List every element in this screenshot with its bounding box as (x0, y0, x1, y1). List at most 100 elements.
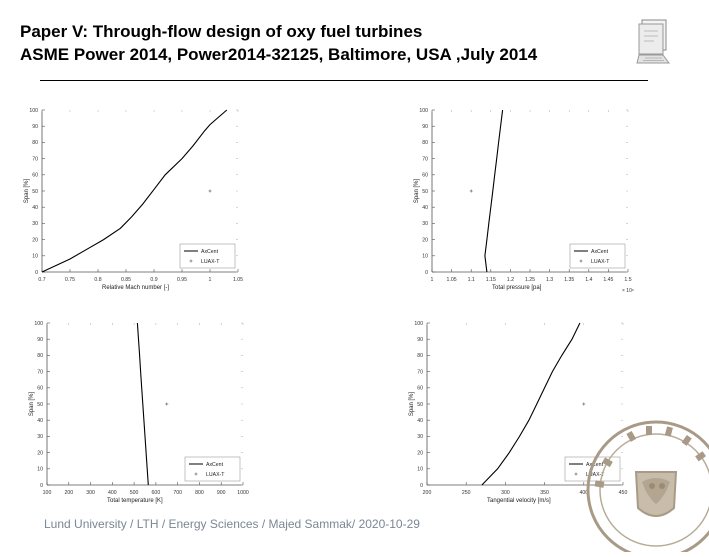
legend-entry-axcent: AxCent (206, 462, 224, 468)
y-tick-label: 20 (32, 237, 38, 243)
y-tick-label: 70 (422, 156, 428, 162)
y-tick-label: 70 (417, 369, 423, 375)
x-tick-label: 200 (64, 490, 73, 496)
y-tick-label: 80 (417, 353, 423, 359)
y-tick-label: 100 (29, 108, 38, 114)
legend-box (179, 243, 236, 269)
series-line-axcent (484, 109, 504, 273)
y-tick-label: 100 (414, 321, 423, 327)
x-tick-label: 300 (501, 490, 510, 496)
chart-relative-mach-number: 0.7 0.75 0.8 0.85 0.9 0.95 1 1.05 0 10 20 30 40 50 60 7… (20, 102, 250, 302)
y-tick-label: 60 (37, 386, 43, 392)
y-axis-label: Span [%] (414, 178, 420, 203)
x-tick-label: 1.4 (585, 277, 592, 283)
x-tick-label: 1 (209, 277, 212, 283)
x-axis-label: Total pressure [pa] (492, 285, 542, 291)
x-tick-label: 1000 (237, 490, 249, 496)
legend-entry-axcent: AxCent (586, 462, 604, 468)
y-tick-label: 80 (32, 140, 38, 146)
x-tick-label: 1.25 (525, 277, 535, 283)
y-tick-label: 30 (417, 434, 423, 440)
y-tick-label: 40 (32, 205, 38, 211)
x-tick-label: 400 (108, 490, 117, 496)
y-tick-label: 60 (417, 386, 423, 392)
x-tick-label: 0.7 (38, 277, 45, 283)
y-tick-label: 60 (422, 173, 428, 179)
x-tick-label: 1.45 (603, 277, 613, 283)
legend-entry-luaxt: LUAX-T (591, 259, 610, 265)
chart-total-pressure: 1 1.05 1.1 1.15 1.2 1.25 1.3 1.35 1.4 1.45 1.5 0 10 2… (410, 102, 640, 302)
slide-footer: Lund University / LTH / Energy Sciences … (44, 517, 420, 531)
y-tick-label: 50 (32, 189, 38, 195)
x-tick-label: 0.8 (94, 277, 101, 283)
x-tick-label: 1.5 (624, 277, 631, 283)
chart-svg: 1 1.05 1.1 1.15 1.2 1.25 1.3 1.35 1.4 1.45 1.5 0 10 2… (414, 108, 634, 294)
y-tick-label: 20 (417, 450, 423, 456)
x-tick-label: 200 (423, 490, 432, 496)
y-tick-label: 10 (32, 254, 38, 260)
legend-box (569, 243, 626, 269)
y-tick-label: 0 (420, 483, 423, 489)
title-divider (40, 80, 648, 81)
legend-box (184, 456, 241, 482)
y-tick-label: 70 (32, 156, 38, 162)
chart-total-temperature: 100 200 300 400 500 600 700 800 900 1000 0 10 20 30 40… (25, 315, 255, 515)
y-tick-label: 100 (34, 321, 43, 327)
y-tick-label: 10 (37, 467, 43, 473)
x-axis-multiplier: × 10⁶ (622, 288, 634, 294)
y-tick-label: 40 (417, 418, 423, 424)
x-tick-label: 600 (152, 490, 161, 496)
x-tick-label: 400 (579, 490, 588, 496)
x-tick-label: 1.05 (447, 277, 457, 283)
y-axis-label: Span [%] (24, 178, 30, 203)
y-tick-label: 80 (422, 140, 428, 146)
y-tick-label: 50 (422, 189, 428, 195)
x-tick-label: 0.85 (121, 277, 131, 283)
y-tick-label: 20 (37, 450, 43, 456)
y-tick-label: 0 (425, 270, 428, 276)
y-tick-label: 10 (417, 467, 423, 473)
x-tick-label: 450 (619, 490, 628, 496)
y-tick-label: 30 (37, 434, 43, 440)
x-tick-label: 1.05 (233, 277, 243, 283)
y-tick-label: 90 (32, 124, 38, 130)
x-tick-label: 900 (217, 490, 226, 496)
x-tick-label: 1.35 (564, 277, 574, 283)
series-line-axcent (481, 322, 581, 486)
legend-entry-luaxt: LUAX-T (586, 472, 605, 478)
y-tick-label: 90 (37, 337, 43, 343)
document-icon (636, 17, 672, 67)
y-tick-label: 10 (422, 254, 428, 260)
y-tick-label: 20 (422, 237, 428, 243)
y-axis-label: Span [%] (29, 391, 35, 416)
x-tick-label: 0.75 (65, 277, 75, 283)
x-tick-label: 100 (43, 490, 52, 496)
legend-entry-axcent: AxCent (591, 249, 609, 255)
x-tick-label: 1 (431, 277, 434, 283)
x-tick-label: 700 (173, 490, 182, 496)
x-tick-label: 1.3 (546, 277, 553, 283)
y-tick-label: 30 (422, 221, 428, 227)
y-tick-label: 90 (422, 124, 428, 130)
y-axis-label: Span [%] (409, 391, 415, 416)
x-tick-label: 250 (462, 490, 471, 496)
chart-svg: 100 200 300 400 500 600 700 800 900 1000 0 10 20 30 40… (29, 321, 249, 504)
x-tick-label: 0.95 (177, 277, 187, 283)
y-tick-label: 100 (419, 108, 428, 114)
y-tick-label: 0 (35, 270, 38, 276)
y-tick-label: 40 (422, 205, 428, 211)
y-tick-label: 40 (37, 418, 43, 424)
x-tick-label: 350 (540, 490, 549, 496)
x-tick-label: 300 (86, 490, 95, 496)
chart-svg: 0.7 0.75 0.8 0.85 0.9 0.95 1 1.05 0 10 20 30 40 50 60 7… (24, 108, 243, 291)
x-axis-label: Tangential velocity [m/s] (487, 498, 551, 504)
series-line-axcent (136, 322, 149, 486)
lund-university-seal (578, 412, 709, 557)
legend-entry-luaxt: LUAX-T (201, 259, 220, 265)
legend-entry-axcent: AxCent (201, 249, 219, 255)
y-tick-label: 90 (417, 337, 423, 343)
y-tick-label: 70 (37, 369, 43, 375)
y-tick-label: 0 (40, 483, 43, 489)
x-tick-label: 0.9 (150, 277, 157, 283)
x-tick-label: 800 (195, 490, 204, 496)
